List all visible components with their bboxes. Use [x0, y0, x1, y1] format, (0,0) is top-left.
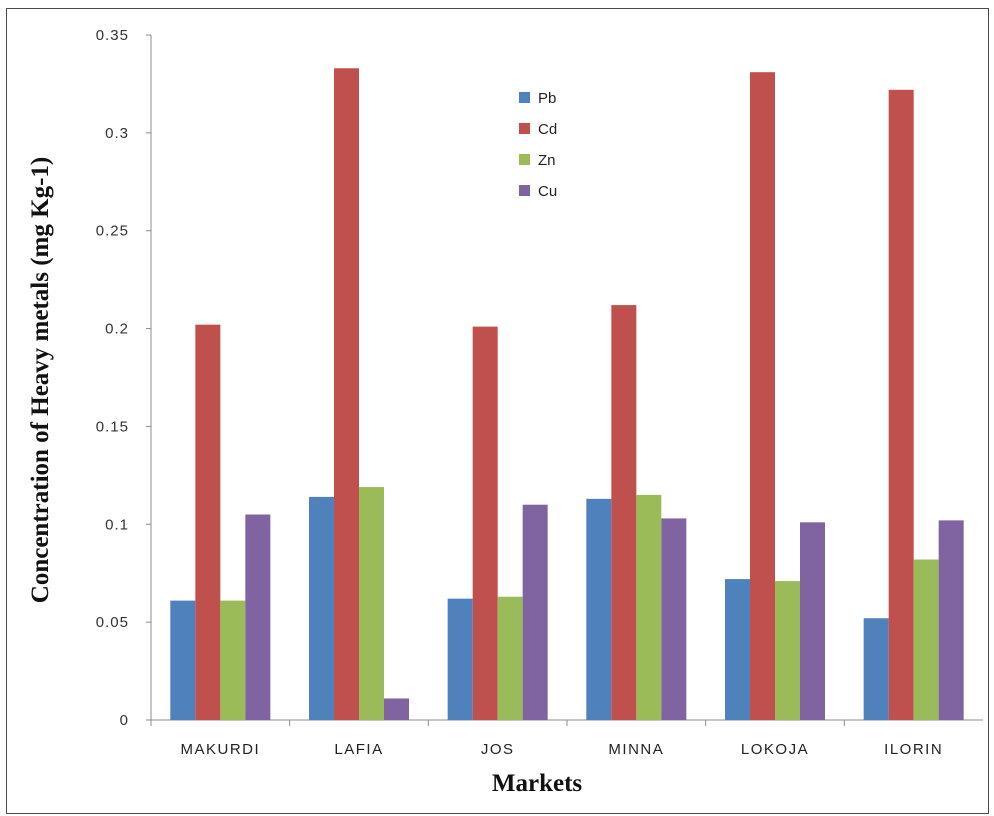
x-category-labels: MAKURDI LAFIA JOS MINNA LOKOJA ILORIN	[180, 741, 943, 758]
chart-axes	[146, 34, 983, 726]
chart-bars	[170, 68, 964, 721]
bar-cd-jos	[472, 326, 498, 720]
legend-label-zn: Zn	[538, 152, 556, 169]
bar-pb-makurdi	[170, 600, 196, 720]
y-axis-title: Concentration of Heavy metals (mg Kg-1)	[27, 157, 54, 603]
y-tick-label: 0.25	[96, 223, 129, 240]
legend-swatch-pb	[519, 92, 530, 103]
legend-label-cd: Cd	[538, 121, 557, 138]
chart-legend: Pb Cd Zn Cu	[519, 90, 557, 200]
bar-cu-jos	[522, 504, 548, 720]
bar-cd-makurdi	[195, 324, 221, 720]
y-tick-label: 0	[120, 712, 129, 729]
bar-cd-lokoja	[750, 72, 775, 720]
bar-zn-minna	[636, 494, 662, 720]
legend-label-pb: Pb	[538, 90, 556, 107]
x-category-label: ILORIN	[884, 741, 943, 758]
y-tick-labels: 0 0.05 0.1 0.15 0.2 0.25 0.3 0.35	[96, 27, 129, 729]
legend-label-cu: Cu	[538, 183, 557, 200]
bar-cd-minna	[611, 305, 637, 720]
bar-cu-lafia	[384, 698, 409, 720]
x-category-label: LOKOJA	[741, 741, 809, 758]
bar-pb-jos	[447, 598, 473, 720]
bar-zn-lokoja	[775, 581, 800, 720]
bar-cd-ilorin	[888, 89, 914, 721]
x-category-label: MINNA	[608, 741, 664, 758]
bar-zn-lafia	[359, 487, 384, 720]
bar-cu-ilorin	[938, 520, 964, 720]
y-tick-label: 0.15	[96, 418, 129, 435]
bar-cu-lokoja	[800, 522, 825, 720]
bar-cu-makurdi	[245, 514, 271, 720]
bar-pb-ilorin	[863, 618, 889, 720]
y-tick-label: 0.3	[105, 125, 129, 142]
bar-cd-lafia	[334, 68, 359, 721]
bar-pb-minna	[586, 498, 612, 720]
bar-pb-lokoja	[725, 579, 750, 720]
x-category-label: LAFIA	[334, 741, 383, 758]
bar-zn-ilorin	[913, 559, 939, 720]
legend-swatch-cu	[519, 185, 530, 196]
x-axis-title: Markets	[492, 770, 583, 797]
x-category-label: MAKURDI	[180, 741, 260, 758]
legend-swatch-zn	[519, 154, 530, 165]
y-tick-label: 0.05	[96, 614, 129, 631]
bar-zn-jos	[497, 596, 523, 720]
bar-cu-minna	[661, 518, 687, 720]
bar-pb-lafia	[309, 496, 334, 720]
bar-zn-makurdi	[220, 600, 246, 720]
y-tick-label: 0.2	[105, 321, 129, 338]
x-category-label: JOS	[481, 741, 515, 758]
y-tick-label: 0.1	[105, 516, 129, 533]
legend-swatch-cd	[519, 123, 530, 134]
y-tick-label: 0.35	[96, 27, 129, 44]
